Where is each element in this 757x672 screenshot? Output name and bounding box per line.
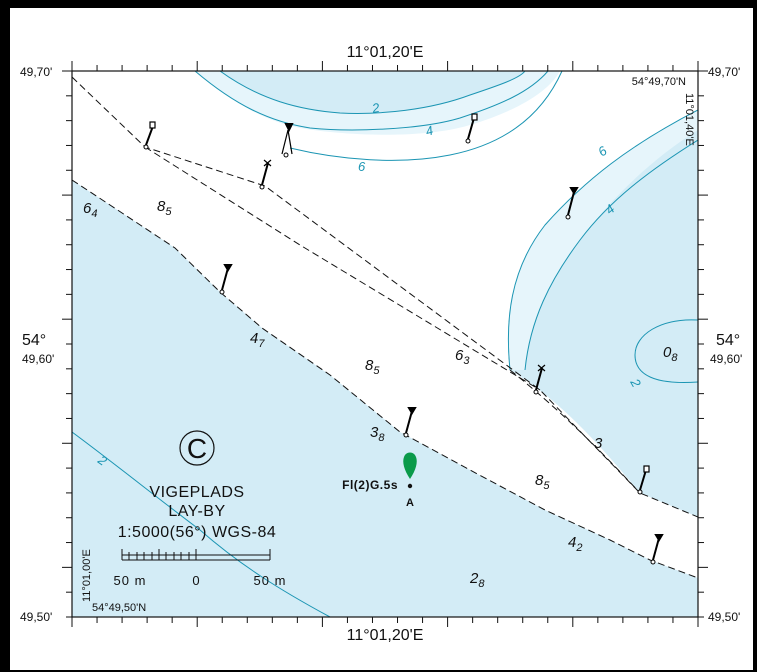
lat-mid-left-deg: 54° (22, 332, 46, 349)
corner-ne-lat: 54°49,70'N (632, 76, 686, 88)
fairway-north-edge (72, 76, 698, 518)
contour-southwest-2 (72, 431, 331, 617)
beacon-icon (465, 113, 478, 144)
corner-ne-lon: 11°01,40'E (683, 93, 695, 146)
scale-bar-labels: 50 m 0 50 m (114, 573, 287, 588)
light-flare-icon (403, 452, 417, 479)
map-area: 2 4 6 6 4 2 2 (71, 70, 699, 618)
light-characteristic: Fl(2)G.5s (342, 478, 398, 492)
beacon-icon (533, 364, 546, 395)
contour-east-6 (507, 109, 698, 371)
beacon-icon (650, 534, 664, 565)
lon-top-label: 11°01,20'E (347, 44, 424, 61)
sounding: 85 (157, 198, 172, 218)
sounding: 64 (83, 200, 97, 220)
chart-letter-circle (179, 430, 215, 466)
contour-north-6 (289, 71, 563, 161)
sounding: 28 (469, 570, 485, 590)
chart-letter: C (187, 433, 207, 464)
beacon-icon (403, 407, 417, 438)
beacon-icon (281, 123, 294, 158)
title-scale: 1:5000(56°) WGS-84 (118, 524, 277, 541)
beacon-icon (637, 465, 650, 495)
sounding: 85 (365, 357, 380, 377)
shallow-area-southwest (72, 180, 698, 617)
border-labels: 11°01,20'E 11°01,20'E 49,70' 49,70' 54° … (20, 44, 742, 644)
corner-sw-lon: 11°01,00'E (81, 549, 93, 602)
sounding: 85 (535, 472, 550, 492)
lat-bottom-right: 49,50' (708, 610, 740, 624)
contour-east-2-ring (634, 319, 698, 384)
fairway-south-edge (72, 179, 698, 579)
graduation-ticks (62, 61, 708, 627)
sounding: 3 (594, 435, 603, 452)
beacon-icon (143, 121, 156, 150)
title-line1: VIGEPLADS (149, 484, 244, 501)
beacons (143, 113, 664, 565)
sounding: 38 (370, 424, 385, 444)
beacon-icon (259, 159, 272, 190)
lat-mid-right-min: 49,60' (710, 352, 742, 366)
sounding: 42 (568, 534, 582, 554)
lat-bottom-left: 49,50' (20, 610, 52, 624)
scale-right-label: 50 m (254, 573, 287, 588)
beacon-icon (565, 187, 579, 220)
fairway-east-edge (509, 369, 641, 494)
light-label: A (406, 497, 414, 509)
sounding: 08 (663, 344, 678, 364)
contour-east-4 (524, 139, 698, 371)
sounding: 63 (455, 347, 470, 367)
scale-center-label: 0 (192, 573, 199, 588)
scale-bar (121, 549, 271, 561)
beacon-icon (219, 264, 233, 295)
fairway-lines (72, 76, 698, 579)
shallow-band-east (508, 110, 698, 370)
lat-mid-right-deg: 54° (716, 332, 740, 349)
sounding: 47 (250, 330, 265, 350)
contour-label: 4 (424, 123, 435, 139)
contour-label: 2 (370, 100, 381, 116)
fairway-north-branch (144, 146, 541, 391)
lat-top-left: 49,70' (20, 65, 52, 79)
green-light-buoy: Fl(2)G.5s A (342, 452, 417, 509)
shallow-area-east (510, 110, 698, 517)
lat-mid-left-min: 49,60' (22, 352, 54, 366)
depth-contours (72, 71, 698, 617)
soundings: 64 85 47 85 63 08 38 3 85 42 28 (83, 198, 678, 590)
title-block: C VIGEPLADS LAY-BY 1:5000(56°) WGS-84 (118, 430, 277, 541)
scale-left-label: 50 m (114, 573, 147, 588)
lat-top-right: 49,70' (708, 65, 740, 79)
contour-north-2 (219, 71, 526, 114)
shallow-area-north-inner (220, 71, 525, 114)
title-line2: LAY-BY (168, 503, 225, 520)
corner-sw-lat: 54°49,50'N (92, 602, 146, 614)
buoy-position-icon (407, 483, 413, 489)
contour-label: 6 (358, 159, 366, 174)
contour-north-4 (194, 71, 549, 131)
lon-bottom-label: 11°01,20'E (347, 627, 424, 644)
